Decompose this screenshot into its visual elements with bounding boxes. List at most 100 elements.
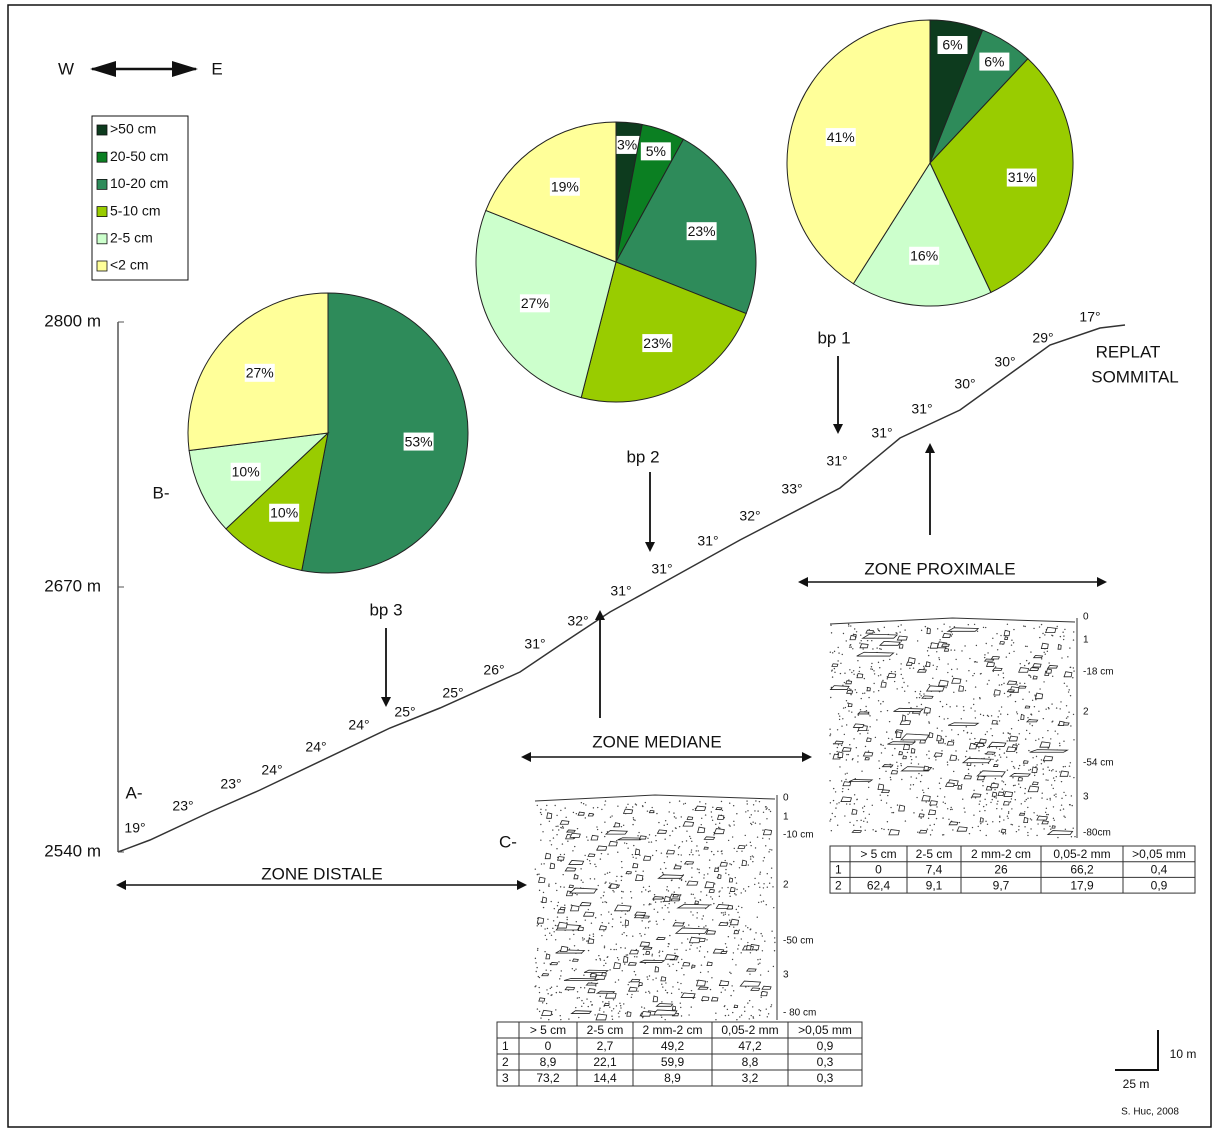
soil-grain bbox=[869, 715, 871, 717]
soil-grain bbox=[967, 768, 970, 771]
soil-grain bbox=[680, 967, 683, 969]
soil-grain bbox=[1044, 653, 1046, 655]
soil-grain bbox=[1059, 771, 1061, 773]
soil-grain bbox=[935, 756, 937, 759]
elevation-label: 2800 m bbox=[44, 311, 101, 330]
pie-label: 23% bbox=[688, 223, 716, 239]
soil-grain bbox=[724, 913, 727, 915]
depth-label: -54 cm bbox=[1083, 758, 1114, 769]
soil-grain bbox=[857, 714, 860, 716]
soil-grain bbox=[1067, 691, 1070, 693]
soil-grain bbox=[947, 663, 949, 665]
soil-grain bbox=[1024, 811, 1026, 813]
soil-clast bbox=[1005, 746, 1017, 752]
depth-label: - 80 cm bbox=[783, 1008, 816, 1019]
soil-clast bbox=[918, 829, 928, 834]
soil-grain bbox=[935, 817, 938, 820]
soil-grain bbox=[692, 997, 695, 1000]
soil-grain bbox=[617, 805, 619, 807]
soil-grain bbox=[951, 675, 954, 678]
soil-grain bbox=[664, 838, 666, 840]
soil-clast bbox=[717, 873, 722, 879]
soil-grain bbox=[691, 967, 693, 970]
soil-grain bbox=[992, 637, 994, 639]
soil-grain bbox=[689, 948, 691, 950]
soil-grain bbox=[698, 933, 701, 936]
soil-grain bbox=[574, 845, 576, 848]
soil-grain bbox=[731, 836, 734, 838]
soil-clast bbox=[851, 808, 858, 815]
soil-clast bbox=[1028, 667, 1040, 671]
soil-clast bbox=[571, 958, 579, 962]
soil-grain bbox=[740, 938, 743, 940]
soil-grain bbox=[710, 816, 713, 818]
soil-grain bbox=[757, 810, 759, 812]
soil-grain bbox=[1010, 694, 1012, 696]
soil-grain bbox=[749, 952, 752, 954]
soil-grain bbox=[765, 845, 767, 847]
soil-grain bbox=[899, 631, 901, 633]
soil-grain bbox=[970, 732, 973, 734]
soil-grain bbox=[840, 662, 842, 665]
soil-grain bbox=[767, 970, 770, 972]
soil-grain bbox=[612, 889, 614, 892]
soil-grain bbox=[1070, 725, 1072, 727]
soil-grain bbox=[1054, 779, 1056, 782]
soil-grain bbox=[557, 901, 560, 904]
soil-grain bbox=[992, 758, 994, 761]
soil-grain bbox=[549, 840, 551, 842]
soil-grain bbox=[583, 987, 586, 989]
soil-grain bbox=[560, 970, 562, 972]
soil-grain bbox=[1015, 830, 1018, 833]
soil-grain bbox=[741, 850, 743, 852]
soil-grain bbox=[1010, 798, 1013, 800]
soil-grain bbox=[1027, 663, 1030, 665]
soil-grain bbox=[1056, 625, 1058, 628]
soil-grain bbox=[856, 798, 858, 801]
soil-grain bbox=[752, 1017, 755, 1019]
soil-clast bbox=[951, 677, 962, 684]
east-label: E bbox=[211, 59, 222, 78]
soil-grain bbox=[952, 739, 955, 742]
soil-grain bbox=[759, 871, 762, 873]
soil-grain bbox=[1012, 784, 1015, 787]
soil-grain bbox=[762, 887, 765, 889]
soil-grain bbox=[551, 1013, 553, 1016]
soil-grain bbox=[878, 767, 881, 770]
soil-grain bbox=[652, 899, 655, 901]
soil-grain bbox=[922, 789, 924, 791]
soil-grain bbox=[892, 811, 895, 814]
soil-grain bbox=[697, 850, 699, 852]
soil-clast bbox=[672, 894, 679, 898]
soil-grain bbox=[750, 1014, 752, 1017]
soil-grain bbox=[1002, 677, 1005, 679]
soil-grain bbox=[560, 860, 562, 862]
pie-slice bbox=[786, 19, 931, 285]
soil-grain bbox=[979, 829, 981, 832]
soil-clast bbox=[703, 836, 716, 840]
soil-grain bbox=[740, 892, 742, 894]
soil-grain bbox=[984, 798, 986, 801]
soil-grain bbox=[848, 688, 851, 690]
slope-label: 17° bbox=[1079, 309, 1100, 325]
soil-grain bbox=[626, 954, 629, 956]
soil-grain bbox=[703, 956, 706, 958]
soil-grain bbox=[927, 654, 930, 657]
soil-grain bbox=[1014, 784, 1016, 787]
soil-grain bbox=[666, 889, 668, 891]
soil-grain bbox=[728, 892, 731, 894]
soil-grain bbox=[729, 802, 731, 804]
soil-grain bbox=[698, 871, 700, 874]
soil-grain bbox=[886, 821, 889, 823]
soil-grain bbox=[603, 945, 606, 947]
soil-grain bbox=[916, 697, 918, 699]
soil-grain bbox=[844, 706, 847, 709]
soil-grain bbox=[658, 821, 660, 824]
soil-grain bbox=[1035, 739, 1037, 742]
soil-grain bbox=[847, 788, 850, 791]
soil-grain bbox=[1001, 788, 1004, 790]
soil-grain bbox=[722, 912, 724, 914]
soil-grain bbox=[553, 931, 555, 933]
soil-clast bbox=[877, 783, 885, 790]
soil-grain bbox=[725, 946, 728, 949]
